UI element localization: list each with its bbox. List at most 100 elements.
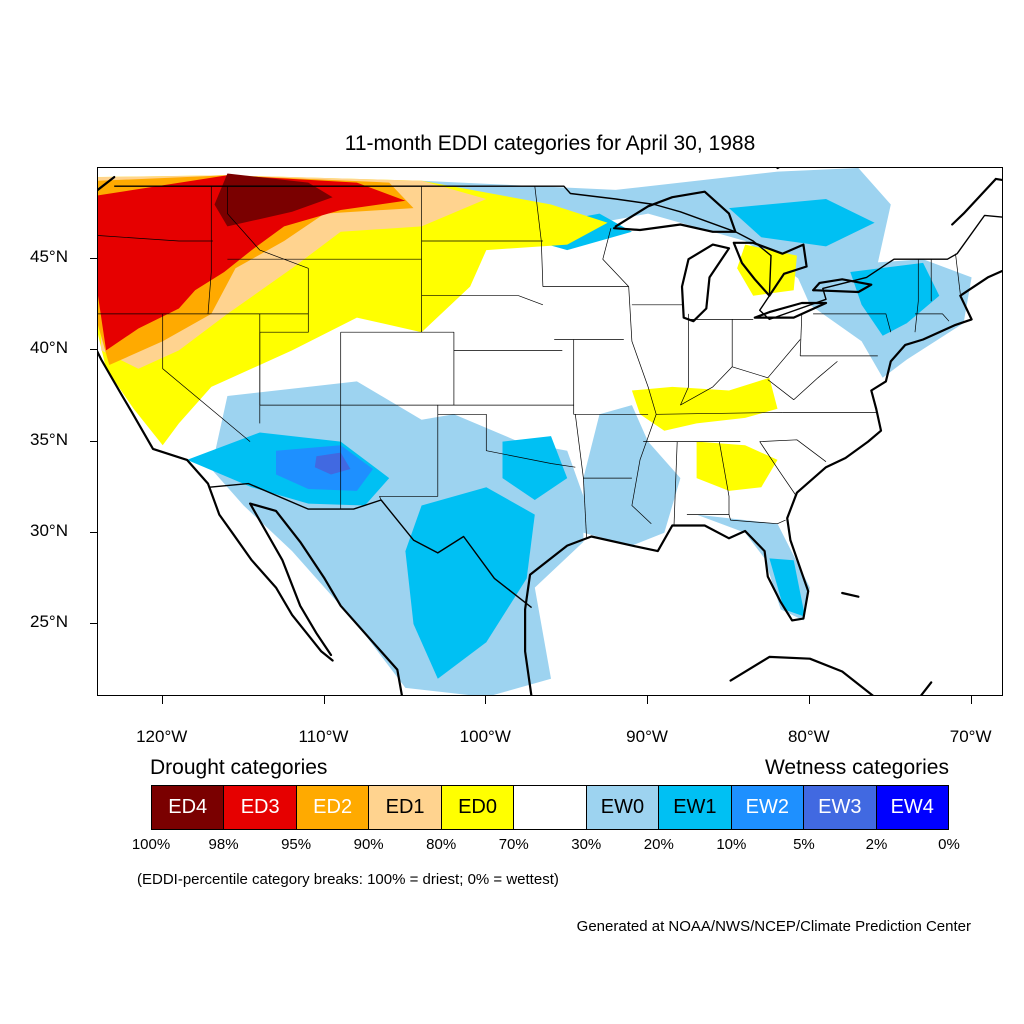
legend-swatch-ew1: EW1 — [659, 786, 732, 829]
percentile-break-label: 95% — [281, 836, 312, 853]
lat-tick-mark — [90, 349, 98, 351]
drought-categories-heading: Drought categories — [150, 756, 328, 779]
lake-superior — [612, 190, 737, 233]
percentile-break-label: 100% — [131, 836, 171, 853]
lon-tick-mark — [161, 696, 163, 704]
eddi-map — [98, 168, 1002, 695]
lat-tick-label: 35°N — [30, 429, 68, 449]
cuba — [729, 655, 874, 695]
percentile-break-label: 70% — [498, 836, 529, 853]
lon-tick-mark — [970, 696, 972, 704]
state-line-oh-river — [680, 339, 801, 406]
state-line-il-in — [680, 313, 689, 406]
percentile-break-label: 10% — [716, 836, 747, 853]
percentile-break-label: 0% — [938, 836, 960, 853]
legend-swatch-ew0: EW0 — [586, 786, 660, 829]
gulf-coast — [524, 269, 1002, 695]
state-line-la-tx — [583, 478, 587, 539]
state-line-dakotas-mn — [534, 186, 544, 287]
state-line-nh-me — [955, 253, 961, 294]
state-line-nc-sc — [759, 439, 827, 462]
percentile-break-label: 5% — [793, 836, 815, 853]
percentile-break-label: 98% — [208, 836, 239, 853]
percentile-break-label: 2% — [865, 836, 888, 853]
region-ew1-9 — [405, 487, 535, 679]
boundary-layer — [98, 168, 1002, 695]
us-mexico-border — [209, 482, 533, 609]
map-title: 11-month EDDI categories for April 30, 1… — [344, 132, 756, 155]
state-line-wv-va — [767, 361, 838, 401]
state-line-nm-tx — [379, 496, 382, 501]
lat-tick-mark — [90, 531, 98, 533]
lat-tick-label: 30°N — [30, 520, 68, 540]
region-ew3-13 — [314, 452, 351, 475]
legend-swatch-ed3: ED3 — [224, 786, 297, 829]
lon-tick-mark — [647, 696, 649, 704]
state-line-wa-or — [98, 235, 213, 242]
lat-tick-label: 40°N — [30, 338, 68, 358]
region-ew1-10 — [502, 436, 568, 500]
state-line-ca-nv — [162, 313, 251, 442]
lon-tick-label: 120°W — [136, 727, 188, 746]
state-line-ky-tn — [656, 412, 783, 415]
legend-swatch-ew3: EW3 — [804, 786, 877, 829]
lat-tick-mark — [90, 258, 98, 260]
region-ew0-2 — [583, 405, 681, 546]
hispaniola — [920, 681, 933, 695]
lon-tick-label: 90°W — [626, 727, 668, 746]
state-line-mo-box — [573, 339, 649, 415]
west-coast — [98, 176, 334, 662]
region-ed0-16 — [696, 441, 778, 491]
state-line-wi-mn — [602, 228, 629, 287]
state-line-ma-south — [915, 313, 950, 322]
region-ed0-15 — [631, 377, 778, 431]
lon-tick-label: 80°W — [787, 727, 830, 746]
lat-tick-label: 25°N — [30, 612, 68, 632]
lat-tick-mark — [90, 440, 98, 442]
legend-swatch-ed4: ED4 — [152, 786, 225, 829]
category-breaks-note: (EDDI-percentile category breaks: 100% =… — [137, 871, 559, 888]
lake-michigan — [680, 243, 731, 323]
state-line-ms-al — [673, 441, 678, 526]
state-line-ok-tx — [437, 413, 576, 468]
state-line-co-box — [340, 331, 455, 406]
region-ew1-7 — [850, 262, 940, 336]
wetness-categories-heading: Wetness categories — [764, 756, 949, 779]
lake-ontario — [811, 278, 873, 294]
lon-tick-label: 100°W — [459, 727, 511, 746]
percentile-break-label: 30% — [571, 836, 602, 853]
state-line-pa-oh — [799, 313, 803, 356]
legend-swatch-ed1: ED1 — [369, 786, 442, 829]
lat-tick-label: 45°N — [30, 247, 68, 267]
legend-swatch-neutral — [514, 786, 587, 829]
state-line-al-ga — [718, 441, 730, 515]
canadian-maritime-coast — [951, 177, 1002, 226]
category-fill-layer — [98, 168, 972, 695]
percentile-break-label: 80% — [426, 836, 457, 853]
bahamas — [841, 591, 860, 598]
state-line-fl-panhandle — [686, 514, 786, 525]
state-line-sd-ne — [421, 295, 544, 306]
lake-huron — [732, 241, 808, 297]
lon-tick-mark — [323, 696, 325, 704]
legend-swatch-ed0: ED0 — [441, 786, 515, 829]
lon-tick-label: 70°W — [949, 727, 992, 746]
credit-text: Generated at NOAA/NWS/NCEP/Climate Predi… — [576, 918, 971, 935]
map-panel — [97, 167, 1003, 696]
legend-swatch-ed2: ED2 — [296, 786, 370, 829]
region-ed0-17 — [737, 244, 797, 296]
legend-swatch-ew2: EW2 — [731, 786, 805, 829]
region-ew1-6 — [729, 199, 875, 247]
percentile-break-label: 20% — [643, 836, 674, 853]
legend-swatch-ew4: EW4 — [876, 786, 948, 829]
baja-gulf-coast — [249, 502, 403, 695]
us-canada-border — [114, 185, 1002, 321]
state-line-pa-ny — [813, 313, 892, 333]
lon-tick-mark — [808, 696, 810, 704]
state-line-id-west — [207, 186, 212, 314]
state-line-ny-new-england — [914, 259, 919, 333]
lat-tick-mark — [90, 623, 98, 625]
region-ew1-11 — [769, 558, 805, 617]
region-ed3-20 — [98, 175, 406, 351]
lon-tick-mark — [485, 696, 487, 704]
